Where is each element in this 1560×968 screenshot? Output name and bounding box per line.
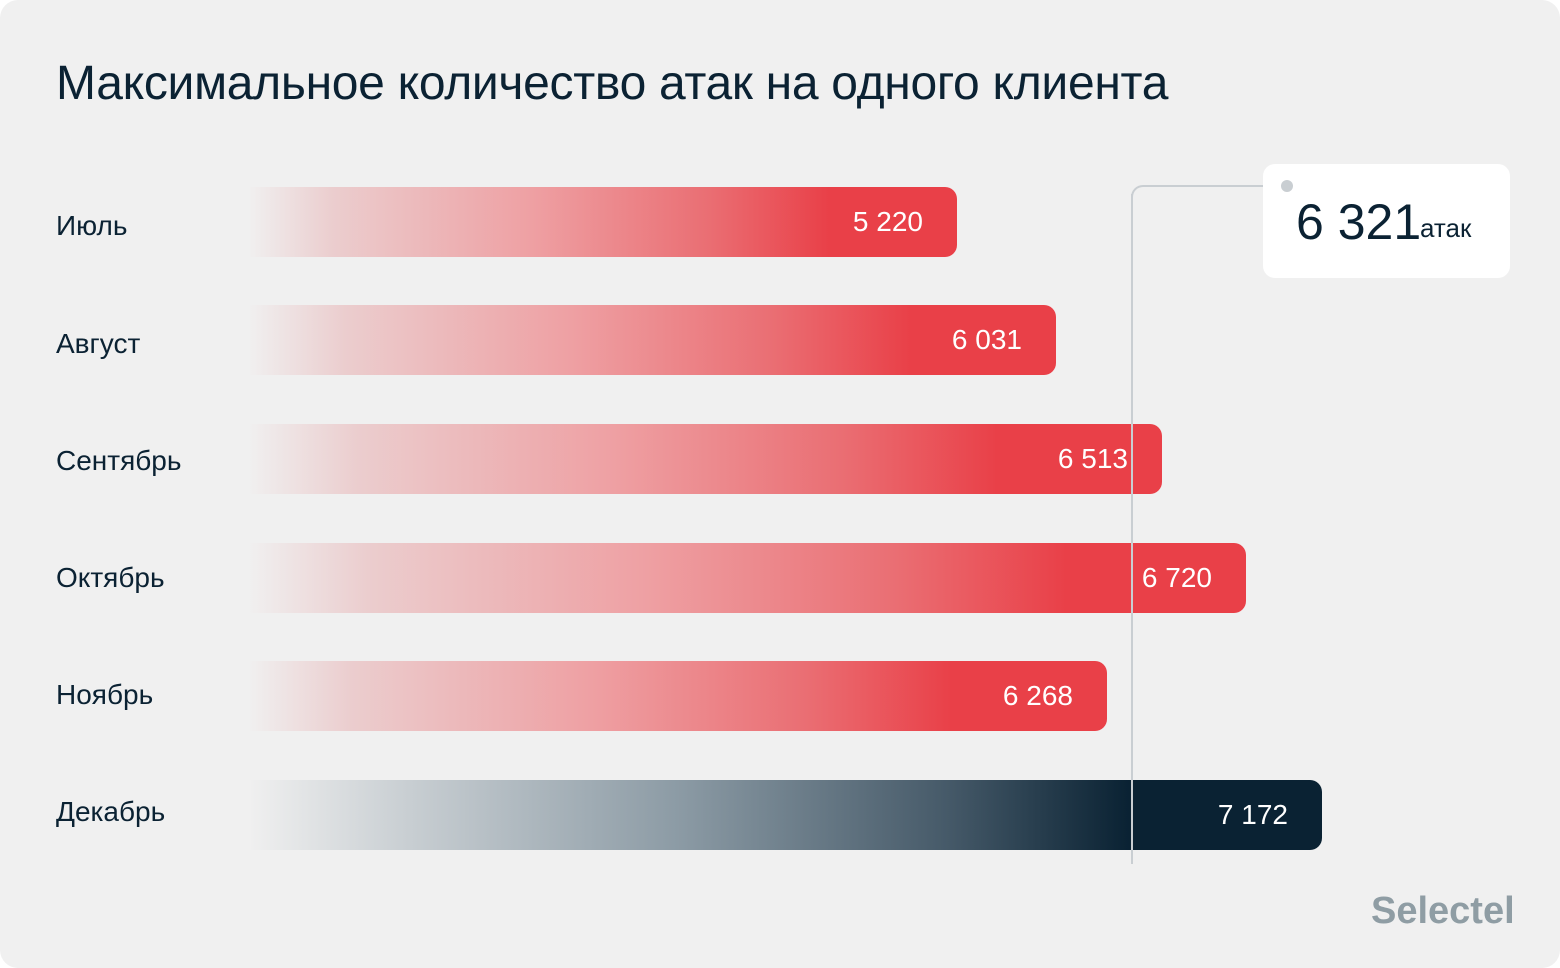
row-label-december: Декабрь xyxy=(56,796,166,827)
chart-title: Максимальное количество атак на одного к… xyxy=(56,57,1169,110)
row-label-november: Ноябрь xyxy=(56,679,154,710)
bar-july: 5 220 xyxy=(248,187,957,257)
callout-unit: атак xyxy=(1420,213,1472,243)
row-label-october: Октябрь xyxy=(56,562,165,593)
selectel-logo: Selectel xyxy=(1371,890,1515,932)
bar-value: 6 513 xyxy=(1057,443,1128,474)
row-label-september: Сентябрь xyxy=(56,445,182,476)
bar-october: 6 720 xyxy=(248,543,1246,613)
bar-value: 5 220 xyxy=(852,206,923,237)
reference-callout xyxy=(1263,164,1510,278)
row-label-july: Июль xyxy=(56,210,128,241)
bar-value: 6 268 xyxy=(1002,680,1073,711)
bar-september: 6 513 xyxy=(248,424,1162,494)
reference-line xyxy=(1131,194,1133,864)
callout-dot-icon xyxy=(1281,180,1293,192)
bar-value: 6 031 xyxy=(951,324,1022,355)
bar-value: 6 720 xyxy=(1141,562,1212,593)
bar-august: 6 031 xyxy=(248,305,1056,375)
callout-number: 6 321 xyxy=(1296,194,1422,250)
bar-november: 6 268 xyxy=(248,661,1107,731)
bar-value: 7 172 xyxy=(1217,799,1288,830)
bar-december: 7 172 xyxy=(248,780,1322,850)
row-label-august: Август xyxy=(56,328,141,359)
reference-connector xyxy=(1131,185,1287,197)
